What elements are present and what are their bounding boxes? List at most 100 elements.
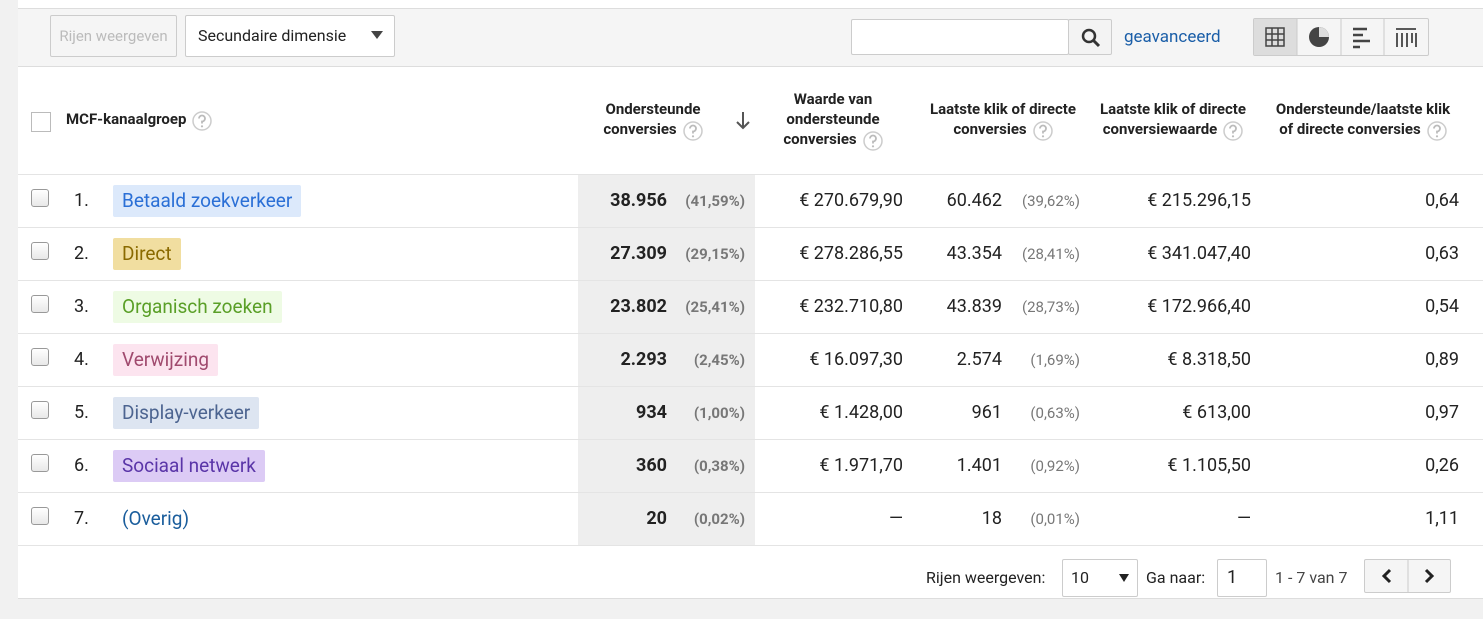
column-header[interactable]: Laatste klik of directe conversies — [923, 66, 1083, 174]
last-click-conversions: 2.574 — [956, 349, 1002, 370]
next-page[interactable] — [1424, 568, 1435, 584]
table-row: 4. Verwijzing 2.293 (2,45%) € 16.097,30 2.574… — [18, 333, 1483, 386]
channel-link[interactable]: Display-verkeer — [113, 397, 260, 429]
rows-label: Rijen weergeven: — [926, 568, 1046, 587]
row-index: 6. — [74, 455, 89, 476]
pagination: Rijen weergeven: 10 Ga naar: 1 1 - 7 van… — [18, 545, 1483, 599]
assisted-percent: (25,41%) — [685, 298, 745, 316]
assisted-conversions: 23.802 — [610, 296, 667, 317]
row-index: 1. — [74, 190, 89, 211]
assisted-percent: (29,15%) — [685, 245, 745, 263]
range-text: 1 - 7 van 7 — [1275, 568, 1348, 587]
header-content: Ondersteunde/laatste klik of directe con… — [1273, 99, 1453, 141]
prev-page[interactable] — [1381, 568, 1392, 584]
dropdown-label: Secundaire dimensie — [198, 26, 347, 45]
help-icon[interactable] — [1223, 120, 1244, 141]
select-all-checkbox[interactable] — [31, 112, 51, 132]
channel-link[interactable]: Direct — [113, 238, 181, 270]
ratio: 0,63 — [1425, 243, 1459, 264]
ratio: 1,11 — [1425, 508, 1459, 529]
rows-value: 10 — [1071, 568, 1089, 587]
last-click-conversions: 1.401 — [956, 455, 1002, 476]
channel-link[interactable]: Sociaal netwerk — [113, 450, 265, 482]
column-header[interactable]: Ondersteunde conversies — [593, 66, 713, 174]
row-checkbox[interactable] — [31, 242, 49, 260]
assisted-value: € 16.097,30 — [809, 349, 903, 370]
row-checkbox[interactable] — [31, 507, 49, 525]
search-input[interactable] — [851, 19, 1069, 55]
show-rows-button[interactable]: Rijen weergeven — [50, 15, 177, 57]
row-index: 7. — [74, 508, 89, 529]
row-index: 2. — [74, 243, 89, 264]
row-checkbox[interactable] — [31, 454, 49, 472]
ratio: 0,54 — [1425, 296, 1459, 317]
sorted-column-bg — [578, 174, 755, 545]
column-header[interactable]: Waarde van ondersteunde conversies — [763, 66, 903, 174]
rows-select[interactable]: 10 — [1062, 559, 1138, 597]
last-click-percent: (39,62%) — [1021, 192, 1080, 210]
header-text: Laatste klik of directe conversiewaarde — [1100, 100, 1246, 139]
help-icon[interactable] — [192, 110, 213, 131]
last-click-value: € 1.105,50 — [1167, 455, 1251, 476]
last-click-value: € 215.296,15 — [1147, 190, 1251, 211]
channel-link[interactable]: (Overig) — [122, 507, 190, 530]
table-row: 6. Sociaal netwerk 360 (0,38%) € 1.971,70 1.4… — [18, 439, 1483, 492]
assisted-conversions: 360 — [636, 455, 667, 476]
row-checkbox[interactable] — [31, 401, 49, 419]
pager-icons — [1381, 560, 1435, 592]
bar-view[interactable] — [1353, 27, 1370, 49]
table-row: 5. Display-verkeer 934 (1,00%) € 1.428,00 961… — [18, 386, 1483, 439]
search-button[interactable] — [1068, 19, 1112, 55]
row-checkbox[interactable] — [31, 348, 49, 366]
row-checkbox[interactable] — [31, 295, 49, 313]
view-switcher — [1253, 18, 1429, 56]
column-header[interactable]: Ondersteunde/laatste klik of directe con… — [1273, 66, 1453, 174]
channel-link[interactable]: Betaald zoekverkeer — [113, 185, 302, 217]
last-click-value: € 613,00 — [1182, 402, 1251, 423]
table-row: 3. Organisch zoeken 23.802 (25,41%) € 232.71… — [18, 280, 1483, 333]
last-click-conversions: 43.354 — [946, 243, 1002, 264]
channel-link[interactable]: Organisch zoeken — [113, 291, 282, 323]
goto-input[interactable]: 1 — [1217, 559, 1267, 597]
help-icon[interactable] — [682, 120, 703, 141]
secondary-dimension-dropdown[interactable]: Secundaire dimensie — [185, 15, 395, 57]
header-content: Laatste klik of directe conversiewaarde — [1098, 99, 1248, 141]
header-text: Waarde van ondersteunde conversies — [783, 90, 880, 149]
last-click-percent: (0,63%) — [1030, 404, 1080, 422]
header-content: Ondersteunde conversies — [593, 99, 713, 141]
header-text: Ondersteunde/laatste klik of directe con… — [1275, 100, 1451, 139]
header-content: Waarde van ondersteunde conversies — [763, 89, 903, 151]
last-click-percent: (1,69%) — [1030, 351, 1080, 369]
help-icon[interactable] — [862, 130, 883, 151]
ratio: 0,97 — [1425, 402, 1459, 423]
sort-arrow — [736, 112, 750, 130]
table-view[interactable] — [1254, 19, 1297, 55]
row-checkbox[interactable] — [31, 189, 49, 207]
assisted-percent: (0,02%) — [693, 510, 745, 528]
last-click-conversions: 43.839 — [946, 296, 1002, 317]
help-icon[interactable] — [1426, 120, 1447, 141]
assisted-conversions: 934 — [636, 402, 667, 423]
help-icon[interactable] — [1032, 120, 1053, 141]
column-header[interactable]: Laatste klik of directe conversiewaarde — [1098, 66, 1248, 174]
last-click-percent: (28,41%) — [1021, 245, 1080, 263]
last-click-value: € 172.966,40 — [1147, 296, 1251, 317]
pager-buttons — [1364, 559, 1451, 593]
ratio: 0,64 — [1425, 190, 1459, 211]
pivot-view[interactable] — [1396, 28, 1417, 47]
last-click-percent: (28,73%) — [1021, 298, 1080, 316]
assisted-conversions: 2.293 — [620, 349, 667, 370]
column-header[interactable]: MCF-kanaalgroep — [66, 66, 246, 174]
header-content: Laatste klik of directe conversies — [923, 99, 1083, 141]
assisted-conversions: 27.309 — [610, 243, 667, 264]
last-click-conversions: 18 — [981, 508, 1002, 529]
ratio: 0,26 — [1425, 455, 1459, 476]
last-click-percent: (0,01%) — [1030, 510, 1080, 528]
header-text: Laatste klik of directe conversies — [930, 100, 1076, 139]
table-row: 1. Betaald zoekverkeer 38.956 (41,59%) € 270… — [18, 174, 1483, 227]
assisted-percent: (41,59%) — [685, 192, 745, 210]
advanced-link[interactable]: geavanceerd — [1124, 27, 1221, 47]
row-index: 3. — [74, 296, 89, 317]
channel-link[interactable]: Verwijzing — [113, 344, 219, 376]
